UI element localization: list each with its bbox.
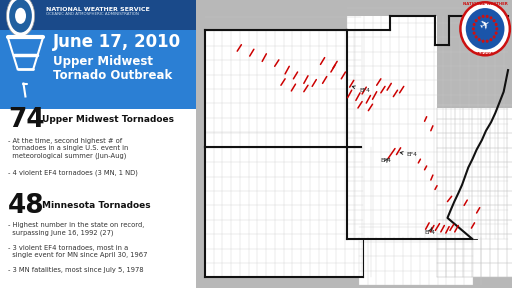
Circle shape (7, 0, 35, 37)
Circle shape (466, 8, 504, 50)
Circle shape (9, 0, 32, 33)
Circle shape (460, 2, 510, 55)
Text: EF4: EF4 (400, 151, 418, 157)
Circle shape (493, 35, 496, 39)
Text: - 4 violent EF4 tornadoes (3 MN, 1 ND): - 4 violent EF4 tornadoes (3 MN, 1 ND) (8, 169, 138, 176)
Circle shape (473, 23, 476, 26)
Bar (437, 108, 512, 277)
Circle shape (478, 38, 481, 41)
Circle shape (495, 31, 498, 35)
Circle shape (489, 38, 493, 41)
Text: - Highest number in the state on record,
  surpassing June 16, 1992 (27): - Highest number in the state on record,… (8, 222, 144, 236)
Text: NATIONAL WEATHER SERVICE: NATIONAL WEATHER SERVICE (46, 7, 150, 12)
Text: June 17, 2010: June 17, 2010 (53, 33, 181, 51)
Text: Minnesota Tornadoes: Minnesota Tornadoes (42, 201, 151, 211)
Circle shape (486, 15, 488, 18)
Bar (205, 30, 361, 147)
Text: - 3 MN fatalities, most since July 5, 1978: - 3 MN fatalities, most since July 5, 19… (8, 267, 143, 273)
Text: Upper Midwest: Upper Midwest (53, 55, 153, 69)
Text: NATIONAL WEATHER: NATIONAL WEATHER (463, 2, 507, 6)
Text: 74: 74 (8, 107, 45, 132)
Circle shape (475, 35, 478, 39)
Circle shape (489, 16, 493, 20)
Bar (359, 237, 474, 285)
Text: EF4: EF4 (424, 228, 435, 235)
Text: - At the time, second highest # of
  tornadoes in a single U.S. event in
  meteo: - At the time, second highest # of torna… (8, 138, 128, 159)
Circle shape (495, 27, 498, 31)
Circle shape (472, 27, 475, 31)
Circle shape (482, 15, 484, 18)
Text: - 3 violent EF4 tornadoes, most in a
  single event for MN since April 30, 1967: - 3 violent EF4 tornadoes, most in a sin… (8, 245, 147, 258)
Text: ✈: ✈ (477, 18, 493, 34)
Text: 48: 48 (8, 193, 45, 219)
Text: SERVICE: SERVICE (476, 52, 494, 56)
Text: EF4: EF4 (352, 86, 370, 93)
Circle shape (493, 19, 496, 22)
Polygon shape (437, 0, 512, 288)
Circle shape (495, 23, 498, 26)
Circle shape (15, 8, 26, 24)
Text: EF4: EF4 (381, 158, 392, 163)
FancyBboxPatch shape (0, 0, 196, 30)
Text: Tornado Outbreak: Tornado Outbreak (53, 69, 172, 82)
Circle shape (478, 16, 481, 20)
Bar (437, 108, 512, 277)
Text: Upper Midwest Tornadoes: Upper Midwest Tornadoes (42, 115, 174, 124)
Text: OCEANIC AND ATMOSPHERIC ADMINISTRATION: OCEANIC AND ATMOSPHERIC ADMINISTRATION (46, 12, 139, 16)
FancyBboxPatch shape (0, 0, 196, 109)
Polygon shape (450, 16, 508, 118)
Circle shape (475, 19, 478, 22)
Circle shape (473, 31, 476, 35)
Bar (347, 16, 508, 239)
Bar (205, 147, 363, 277)
Circle shape (486, 39, 488, 43)
FancyBboxPatch shape (0, 0, 196, 288)
Circle shape (482, 39, 484, 43)
